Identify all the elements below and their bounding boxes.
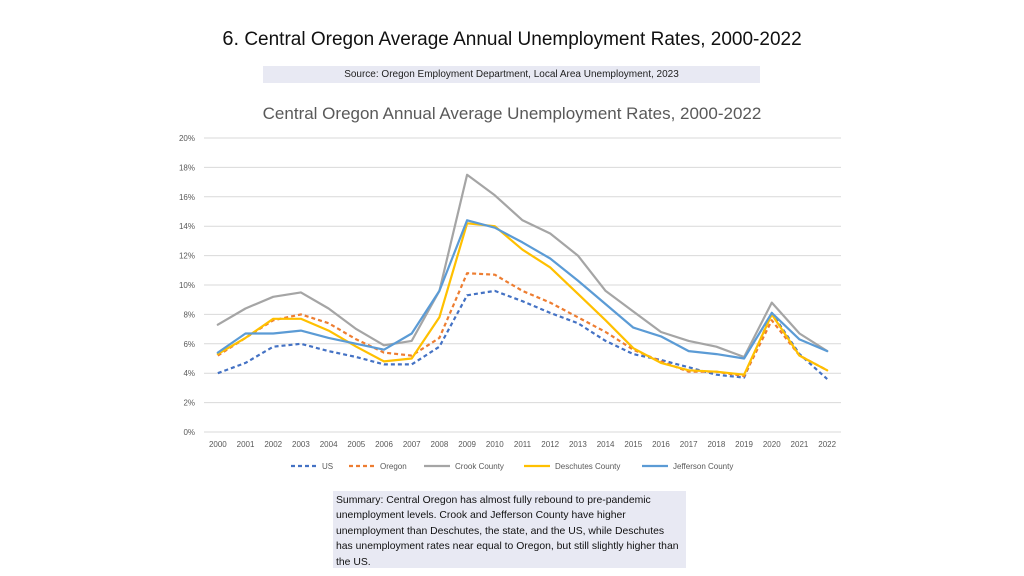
legend-label: Crook County <box>455 462 504 471</box>
series-line-us <box>217 289 828 380</box>
x-tick-label: 2012 <box>541 440 559 449</box>
x-tick-label: 2009 <box>458 440 476 449</box>
x-tick-label: 2000 <box>209 440 227 449</box>
x-tick-label: 2007 <box>403 440 421 449</box>
x-tick-label: 2022 <box>818 440 836 449</box>
x-tick-label: 2021 <box>791 440 809 449</box>
y-tick-label: 16% <box>179 193 195 202</box>
source-note: Source: Oregon Employment Department, Lo… <box>263 66 760 83</box>
series-line-crook-county <box>216 173 829 359</box>
x-tick-label: 2006 <box>375 440 393 449</box>
y-tick-label: 20% <box>179 134 195 143</box>
x-tick-label: 2003 <box>292 440 310 449</box>
y-tick-label: 0% <box>183 428 195 437</box>
y-tick-label: 10% <box>179 281 195 290</box>
y-tick-label: 8% <box>183 310 195 319</box>
x-tick-label: 2017 <box>680 440 698 449</box>
x-tick-label: 2015 <box>624 440 642 449</box>
x-tick-label: 2016 <box>652 440 670 449</box>
x-tick-label: 2020 <box>763 440 781 449</box>
legend-label: Deschutes County <box>555 462 620 471</box>
y-tick-label: 18% <box>179 163 195 172</box>
chart-title: Central Oregon Annual Average Unemployme… <box>262 104 762 123</box>
y-tick-label: 12% <box>179 252 195 261</box>
legend-label: Oregon <box>380 462 407 471</box>
legend-label: US <box>322 462 333 471</box>
x-tick-label: 2005 <box>347 440 365 449</box>
x-tick-label: 2011 <box>514 440 532 449</box>
x-tick-label: 2014 <box>597 440 615 449</box>
slide-title: 6. Central Oregon Average Annual Unemplo… <box>0 28 1024 51</box>
x-tick-label: 2004 <box>320 440 338 449</box>
x-tick-label: 2018 <box>707 440 725 449</box>
y-tick-label: 6% <box>183 340 195 349</box>
y-tick-label: 14% <box>179 222 195 231</box>
series-line-oregon <box>217 272 828 378</box>
x-tick-label: 2002 <box>264 440 282 449</box>
slide-number: 6. <box>222 28 240 50</box>
x-tick-label: 2019 <box>735 440 753 449</box>
x-tick-label: 2001 <box>237 440 255 449</box>
series-line-deschutes-county <box>216 222 829 376</box>
x-tick-label: 2008 <box>431 440 449 449</box>
x-tick-label: 2010 <box>486 440 504 449</box>
slide-title-text: Central Oregon Average Annual Unemployme… <box>244 29 802 50</box>
legend-label: Jefferson County <box>673 462 733 471</box>
series-line-jefferson-county <box>216 219 829 360</box>
summary-text: Summary: Central Oregon has almost fully… <box>333 491 686 568</box>
y-tick-label: 2% <box>183 399 195 408</box>
y-tick-label: 4% <box>183 369 195 378</box>
x-tick-label: 2013 <box>569 440 587 449</box>
